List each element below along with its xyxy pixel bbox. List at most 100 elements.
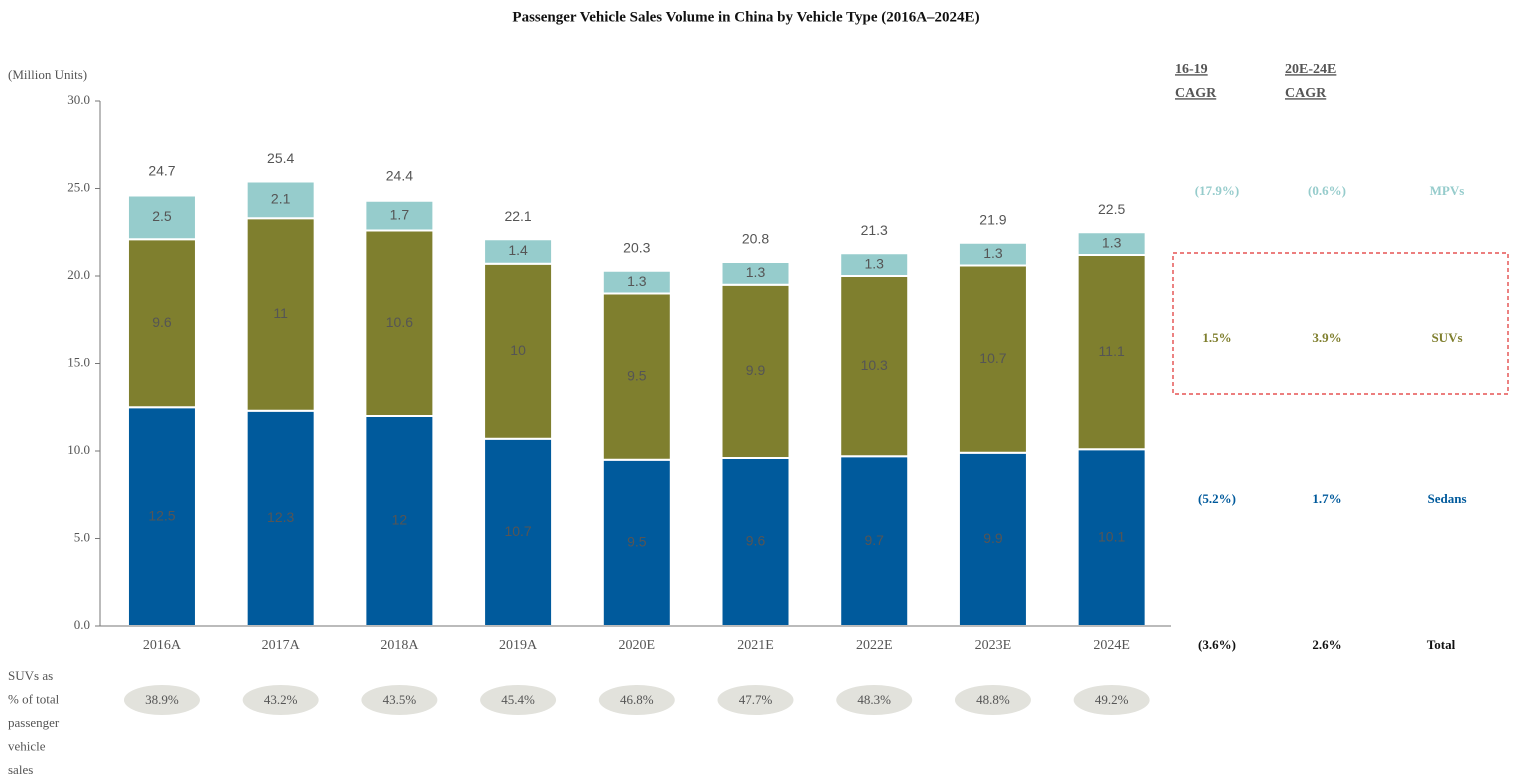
cagr-value: 3.9% (1312, 330, 1341, 345)
suv-share-label: 46.8% (620, 692, 654, 707)
bar-value-label: 10.6 (386, 314, 413, 330)
suv-share-pill (1073, 685, 1150, 715)
cagr-value: (0.6%) (1308, 183, 1346, 198)
bar-segment (245, 180, 316, 220)
bar-value-label: 1.3 (983, 245, 1003, 261)
suv-share-title: vehicle (8, 738, 46, 753)
suv-share-title: sales (8, 762, 33, 777)
cagr-value: (17.9%) (1195, 183, 1239, 198)
y-tick-label: 25.0 (67, 179, 90, 194)
bar-segment (957, 264, 1028, 454)
y-tick-label: 30.0 (67, 92, 90, 107)
total-label: 24.4 (386, 168, 413, 184)
bar-value-label: 9.7 (864, 532, 884, 548)
suv-share-pill (954, 685, 1031, 715)
series-name: MPVs (1430, 183, 1465, 198)
bar-segment (720, 261, 791, 286)
cagr-total: 2.6% (1312, 637, 1341, 652)
y-axis-label: (Million Units) (8, 67, 87, 82)
y-tick-label: 0.0 (74, 617, 90, 632)
suv-share-label: 45.4% (501, 692, 535, 707)
x-tick-label: 2022E (856, 638, 893, 653)
suv-share-pill (361, 685, 438, 715)
total-label: 21.9 (979, 211, 1006, 227)
bar-segment (126, 194, 197, 241)
bar-value-label: 1.3 (627, 273, 647, 289)
bar-segment (957, 241, 1028, 267)
bar-segment (601, 458, 672, 627)
y-tick-label: 10.0 (67, 442, 90, 457)
series-name: Sedans (1427, 491, 1466, 506)
bar-value-label: 10 (510, 342, 526, 358)
suv-share-label: 48.8% (976, 692, 1010, 707)
suv-share-pill (480, 685, 557, 715)
bar-segment (601, 269, 672, 295)
bar-value-label: 12.3 (267, 509, 294, 525)
bar-value-label: 11 (273, 305, 288, 321)
bar-segment (483, 238, 554, 265)
x-tick-label: 2023E (975, 638, 1012, 653)
bar-value-label: 9.6 (152, 314, 172, 330)
x-tick-label: 2024E (1093, 638, 1130, 653)
bar-value-label: 12.5 (148, 507, 175, 523)
bar-segment (839, 455, 910, 627)
suv-share-pill (836, 685, 913, 715)
cagr-header: 16-19 (1175, 62, 1208, 77)
bar-value-label: 9.9 (983, 530, 1003, 546)
bar-value-label: 1.7 (390, 206, 410, 222)
x-tick-label: 2019A (499, 638, 538, 653)
bar-segment (364, 229, 435, 417)
total-label: 22.1 (504, 208, 531, 224)
bar-segment (839, 252, 910, 277)
suv-share-label: 49.2% (1095, 692, 1129, 707)
bar-value-label: 9.9 (746, 362, 766, 378)
bar-segment (1076, 448, 1147, 627)
total-label: 22.5 (1098, 201, 1125, 217)
suv-share-pill (242, 685, 319, 715)
total-name: Total (1427, 637, 1456, 652)
suv-share-label: 48.3% (857, 692, 891, 707)
cagr-header: CAGR (1175, 86, 1217, 101)
suv-share-label: 38.9% (145, 692, 179, 707)
bar-segment (245, 217, 316, 412)
bar-segment (364, 199, 435, 232)
bar-segment (601, 292, 672, 461)
bar-value-label: 12 (392, 512, 408, 528)
bar-segment (1076, 254, 1147, 451)
bar-value-label: 9.6 (746, 533, 766, 549)
total-label: 20.8 (742, 231, 769, 247)
total-label: 20.3 (623, 239, 650, 255)
bar-segment (364, 415, 435, 627)
suv-share-title: % of total (8, 691, 60, 706)
suv-share-title: passenger (8, 715, 60, 730)
bar-segment (126, 238, 197, 409)
total-label: 25.4 (267, 150, 294, 166)
chart-title: Passenger Vehicle Sales Volume in China … (512, 9, 979, 25)
x-tick-label: 2020E (619, 638, 656, 653)
bar-value-label: 1.4 (508, 242, 528, 258)
suv-share-pill (123, 685, 200, 715)
cagr-header: CAGR (1285, 86, 1327, 101)
bar-segment (720, 283, 791, 459)
total-label: 24.7 (148, 162, 175, 178)
y-tick-label: 5.0 (74, 529, 90, 544)
bar-value-label: 10.1 (1098, 528, 1125, 544)
bar-segment (1076, 231, 1147, 256)
y-tick-label: 15.0 (67, 354, 90, 369)
cagr-value: (5.2%) (1198, 491, 1236, 506)
bar-value-label: 1.3 (746, 264, 766, 280)
bar-segment (126, 406, 197, 627)
y-tick-label: 20.0 (67, 267, 90, 282)
suv-share-title: SUVs as (8, 668, 53, 683)
bar-value-label: 2.5 (152, 208, 172, 224)
total-label: 21.3 (861, 222, 888, 238)
suv-share-pill (598, 685, 675, 715)
x-tick-label: 2017A (262, 638, 301, 653)
bar-value-label: 9.5 (627, 534, 647, 550)
suv-share-label: 43.5% (383, 692, 417, 707)
x-tick-label: 2021E (737, 638, 774, 653)
series-name: SUVs (1431, 330, 1462, 345)
cagr-value: 1.5% (1202, 330, 1231, 345)
bar-value-label: 10.3 (861, 357, 888, 373)
